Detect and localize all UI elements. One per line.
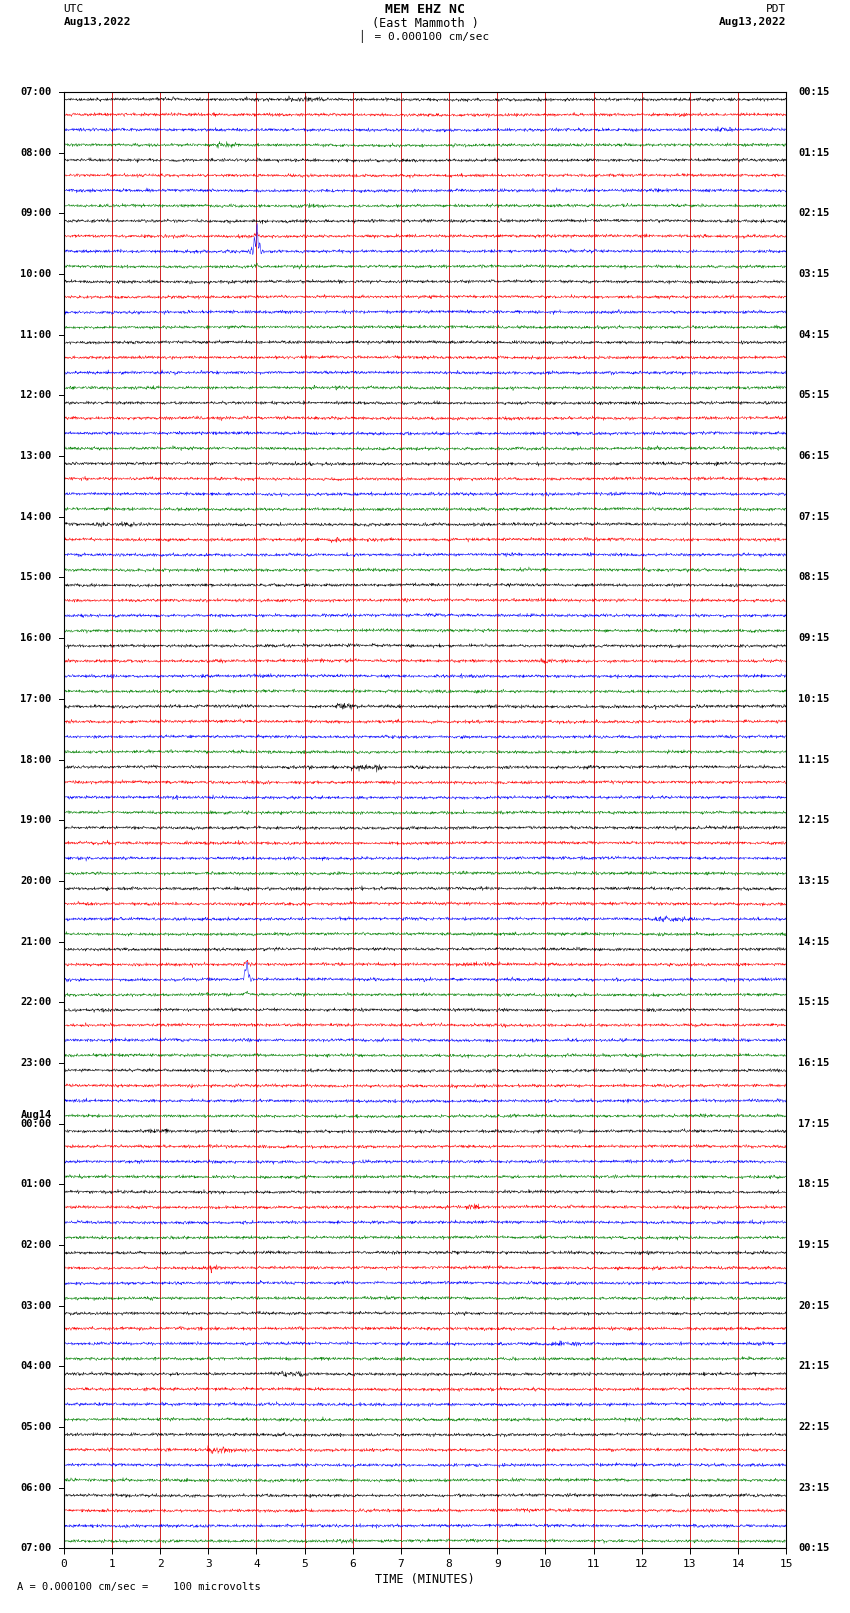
Text: 00:00: 00:00 bbox=[20, 1119, 52, 1129]
Text: 19:15: 19:15 bbox=[798, 1240, 830, 1250]
Text: Aug13,2022: Aug13,2022 bbox=[64, 18, 131, 27]
Text: 02:00: 02:00 bbox=[20, 1240, 52, 1250]
Text: 10:00: 10:00 bbox=[20, 269, 52, 279]
Text: 00:15: 00:15 bbox=[798, 87, 830, 97]
Text: 13:00: 13:00 bbox=[20, 452, 52, 461]
Text: 03:15: 03:15 bbox=[798, 269, 830, 279]
Text: 02:15: 02:15 bbox=[798, 208, 830, 218]
Text: 10:15: 10:15 bbox=[798, 694, 830, 703]
Text: 22:15: 22:15 bbox=[798, 1423, 830, 1432]
Text: 14:15: 14:15 bbox=[798, 937, 830, 947]
Text: 01:00: 01:00 bbox=[20, 1179, 52, 1189]
Text: 07:00: 07:00 bbox=[20, 1544, 52, 1553]
Text: (East Mammoth ): (East Mammoth ) bbox=[371, 18, 479, 31]
Text: 13:15: 13:15 bbox=[798, 876, 830, 886]
Text: UTC: UTC bbox=[64, 5, 84, 15]
Text: 20:00: 20:00 bbox=[20, 876, 52, 886]
Text: 07:15: 07:15 bbox=[798, 511, 830, 521]
Text: 18:00: 18:00 bbox=[20, 755, 52, 765]
Text: 07:00: 07:00 bbox=[20, 87, 52, 97]
Text: 16:15: 16:15 bbox=[798, 1058, 830, 1068]
Text: A = 0.000100 cm/sec =    100 microvolts: A = 0.000100 cm/sec = 100 microvolts bbox=[17, 1582, 261, 1592]
Text: 15:15: 15:15 bbox=[798, 997, 830, 1007]
Text: 09:00: 09:00 bbox=[20, 208, 52, 218]
Text: Aug14: Aug14 bbox=[20, 1110, 52, 1119]
Text: 21:00: 21:00 bbox=[20, 937, 52, 947]
Text: 14:00: 14:00 bbox=[20, 511, 52, 521]
X-axis label: TIME (MINUTES): TIME (MINUTES) bbox=[375, 1573, 475, 1586]
Text: 16:00: 16:00 bbox=[20, 634, 52, 644]
Text: 00:15: 00:15 bbox=[798, 1544, 830, 1553]
Text: 11:00: 11:00 bbox=[20, 329, 52, 340]
Text: 05:15: 05:15 bbox=[798, 390, 830, 400]
Text: 04:15: 04:15 bbox=[798, 329, 830, 340]
Text: 08:00: 08:00 bbox=[20, 148, 52, 158]
Text: 20:15: 20:15 bbox=[798, 1300, 830, 1311]
Text: 18:15: 18:15 bbox=[798, 1179, 830, 1189]
Text: ▏ = 0.000100 cm/sec: ▏ = 0.000100 cm/sec bbox=[361, 31, 489, 44]
Text: 05:00: 05:00 bbox=[20, 1423, 52, 1432]
Text: 06:15: 06:15 bbox=[798, 452, 830, 461]
Text: 12:15: 12:15 bbox=[798, 815, 830, 826]
Text: 06:00: 06:00 bbox=[20, 1482, 52, 1492]
Text: 04:00: 04:00 bbox=[20, 1361, 52, 1371]
Text: 22:00: 22:00 bbox=[20, 997, 52, 1007]
Text: 21:15: 21:15 bbox=[798, 1361, 830, 1371]
Text: 23:15: 23:15 bbox=[798, 1482, 830, 1492]
Text: PDT: PDT bbox=[766, 5, 786, 15]
Text: 01:15: 01:15 bbox=[798, 148, 830, 158]
Text: MEM EHZ NC: MEM EHZ NC bbox=[385, 3, 465, 16]
Text: Aug13,2022: Aug13,2022 bbox=[719, 18, 786, 27]
Text: 09:15: 09:15 bbox=[798, 634, 830, 644]
Text: 23:00: 23:00 bbox=[20, 1058, 52, 1068]
Text: 19:00: 19:00 bbox=[20, 815, 52, 826]
Text: 17:00: 17:00 bbox=[20, 694, 52, 703]
Text: 11:15: 11:15 bbox=[798, 755, 830, 765]
Text: 03:00: 03:00 bbox=[20, 1300, 52, 1311]
Text: 12:00: 12:00 bbox=[20, 390, 52, 400]
Text: 08:15: 08:15 bbox=[798, 573, 830, 582]
Text: 15:00: 15:00 bbox=[20, 573, 52, 582]
Text: 17:15: 17:15 bbox=[798, 1119, 830, 1129]
